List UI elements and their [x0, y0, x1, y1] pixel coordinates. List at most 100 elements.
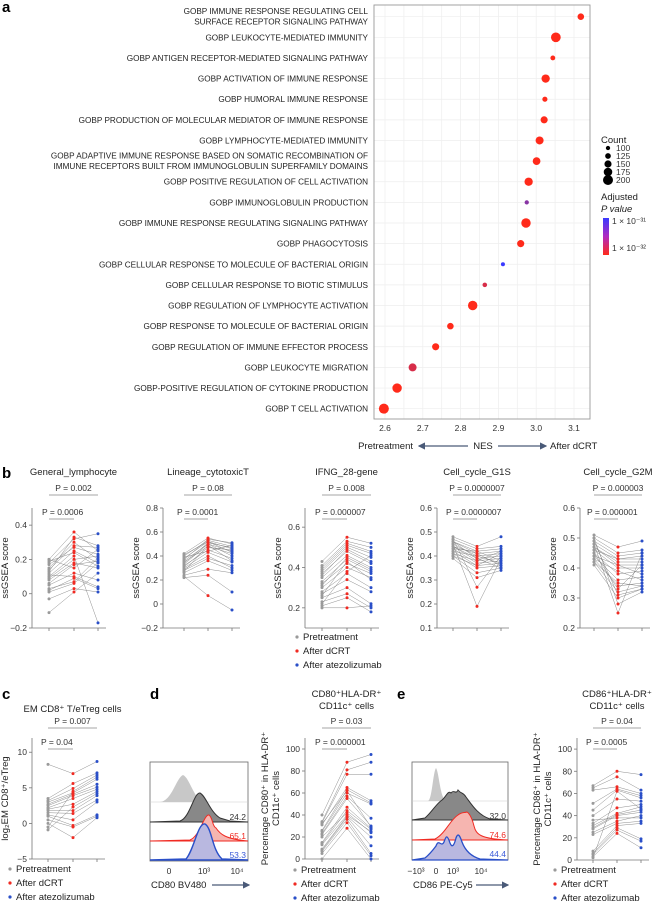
y-tick-label: 0.6 [146, 527, 158, 537]
point-atezo [639, 799, 643, 803]
count-legend-label: 150 [616, 159, 630, 169]
y-tick-label: 0.4 [146, 551, 158, 561]
histogram-atezo [149, 823, 249, 861]
y-tick-label: 0.4 [420, 551, 432, 561]
legend-label: After atezolizumab [303, 660, 382, 671]
point-atezo [230, 571, 234, 575]
point-dcrt [72, 540, 76, 544]
flow-histogram-cd86: 32.0 74.6 44.4 −10³ 0 10³ 10⁴ CD86 PE-Cy… [407, 761, 510, 891]
histogram-atezo [411, 834, 509, 861]
legend-marker [8, 881, 12, 885]
point-atezo [640, 587, 644, 591]
point-pre [46, 811, 50, 815]
point-dcrt [616, 566, 620, 570]
point-pre [47, 587, 51, 591]
point-dcrt [71, 772, 75, 776]
point-dcrt [615, 826, 619, 830]
point-pre [320, 830, 324, 833]
y-axis-label: Percentage CD80⁺ in HLA-DR⁺ [260, 732, 271, 866]
y-tick-label: 0.4 [15, 520, 27, 530]
y-axis-label-line2: CD11c⁺ cells [543, 771, 554, 826]
point-dcrt [616, 563, 620, 567]
point-dcrt [615, 819, 619, 823]
point-pre [46, 800, 50, 804]
point-pre [451, 544, 455, 548]
point-atezo [95, 785, 99, 789]
legend-label: Pretreatment [303, 632, 358, 643]
point-dcrt [206, 546, 210, 550]
point-pre [182, 558, 186, 562]
term-label: GOBP LEUKOCYTE MIGRATION [245, 363, 369, 372]
point-dcrt [616, 590, 620, 594]
y-axis-label: Percentage CD86⁺ in HLA-DR⁺ [532, 732, 543, 866]
y-tick-label: 0 [153, 599, 158, 609]
point-dcrt [615, 797, 619, 801]
point-atezo [369, 568, 373, 572]
point-pre [592, 554, 596, 558]
point-pre [46, 825, 50, 829]
point-atezo [499, 564, 503, 568]
term-dot [482, 282, 488, 288]
point-dcrt [475, 571, 479, 575]
p-value-outer: P = 0.008 [328, 483, 365, 493]
point-pre [182, 574, 186, 578]
point-pre [320, 822, 324, 826]
term-label: GOBP POSITIVE REGULATION OF CELL ACTIVAT… [164, 178, 368, 187]
point-dcrt [616, 581, 620, 585]
point-atezo [96, 559, 100, 563]
legend-marker [295, 635, 299, 639]
y-tick-label: 40 [563, 811, 573, 821]
y-tick-label: 0.3 [420, 575, 432, 585]
point-atezo [95, 773, 99, 777]
point-dcrt [345, 596, 349, 600]
point-dcrt [475, 604, 479, 608]
point-pre [451, 554, 455, 558]
point-dcrt [345, 565, 349, 569]
count-legend-dot [605, 145, 611, 151]
point-pre [591, 788, 595, 792]
point-pre [591, 818, 595, 822]
y-tick-label: 0.4 [563, 563, 575, 573]
point-atezo [95, 789, 99, 793]
point-pre [46, 797, 50, 800]
point-atezo [230, 548, 234, 552]
flow-xlabel: CD86 PE-Cy5 [413, 880, 473, 891]
point-pre [320, 849, 324, 853]
count-legend-dot [603, 175, 613, 185]
point-atezo [640, 584, 644, 588]
point-dcrt [345, 786, 349, 789]
y-tick-label: 0.8 [146, 503, 158, 513]
point-pre [451, 556, 455, 560]
point-pre [592, 533, 596, 537]
y-tick-label: 20 [563, 833, 573, 843]
point-pre [592, 536, 596, 540]
point-atezo [230, 541, 234, 545]
point-pre [182, 553, 186, 557]
point-dcrt [72, 571, 76, 575]
pct-pretreatment: 32.0 [489, 811, 506, 821]
y-tick-label: −5 [17, 854, 27, 864]
point-dcrt [615, 789, 619, 793]
point-pre [47, 573, 51, 577]
plot-title: EM CD8⁺ T/eTreg cells [24, 704, 122, 715]
point-atezo [230, 608, 234, 612]
point-atezo [639, 821, 643, 825]
point-atezo [499, 544, 503, 548]
point-pre [182, 555, 186, 559]
point-atezo [96, 532, 100, 536]
plot-title: IFNG_28-gene [315, 467, 378, 478]
point-atezo [369, 802, 373, 806]
y-tick-label: 0 [22, 818, 27, 828]
point-dcrt [475, 544, 479, 548]
count-legend-dot [605, 153, 611, 159]
term-label: GOBP CELLULAR RESPONSE TO MOLECULE OF BA… [99, 260, 368, 269]
p-value-inner: P = 0.000001 [587, 507, 638, 517]
term-dot [550, 32, 561, 43]
point-dcrt [616, 557, 620, 561]
point-pre [182, 567, 186, 571]
point-atezo [369, 753, 373, 756]
plot-title: Cell_cycle_G2M [583, 467, 652, 478]
patient-line [48, 545, 99, 570]
point-dcrt [475, 554, 479, 558]
point-dcrt [345, 559, 349, 563]
